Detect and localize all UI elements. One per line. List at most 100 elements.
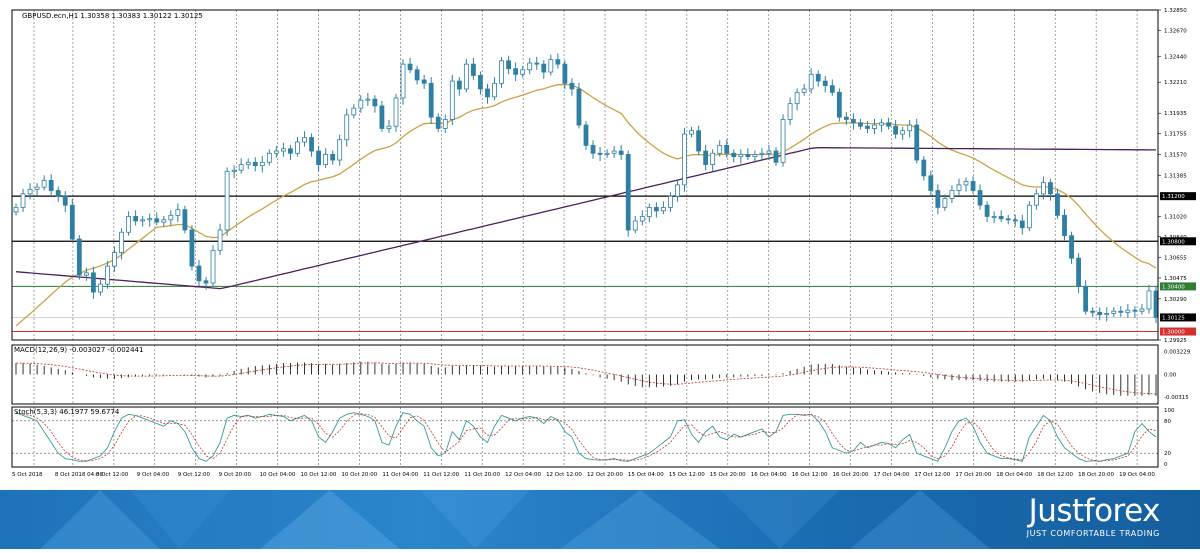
candle-body-down: [1055, 193, 1060, 216]
candle-body-up: [323, 154, 329, 165]
candle-body-down: [1118, 310, 1124, 313]
panel-frames: [11, 9, 1159, 468]
candle-body-down: [745, 154, 751, 158]
candle-body-up: [231, 169, 237, 172]
candle-body-up: [907, 124, 913, 132]
candle-body-down: [534, 62, 540, 65]
candle-body-down: [590, 144, 596, 154]
candle-body-up: [879, 122, 884, 126]
candle-body-up: [548, 59, 554, 73]
candle-body-down: [379, 105, 385, 129]
candle-body-down: [48, 179, 54, 191]
candle-body-up: [266, 152, 272, 163]
candle-body-down: [541, 63, 547, 73]
candle-body-up: [386, 125, 392, 129]
candle-body-down: [154, 218, 160, 223]
candle-body-up: [175, 209, 181, 216]
candle-body-up: [302, 137, 307, 143]
candle-body-up: [344, 114, 350, 141]
candle-body-up: [801, 88, 807, 93]
candle-body-up: [766, 150, 772, 154]
footer-banner: Justforex JUST COMFORTABLE TRADING: [0, 490, 1200, 549]
candle-body-down: [1097, 311, 1103, 316]
candle-body-up: [27, 188, 33, 195]
candle-body-down: [1048, 182, 1053, 195]
candle-body-up: [105, 265, 110, 285]
candle-body-up: [365, 98, 371, 101]
candle-body-down: [428, 82, 434, 118]
y-tick-label: 1.32440: [1164, 54, 1187, 60]
candle-body-down: [407, 63, 413, 71]
candle-body-up: [210, 249, 216, 284]
x-tick-label: 16 Oct 04:00: [751, 472, 787, 478]
candle-body-up: [738, 154, 744, 158]
candle-body-up: [682, 133, 687, 186]
candle-body-down: [62, 195, 68, 206]
candle-body-up: [41, 179, 47, 188]
candle-body-up: [351, 107, 357, 116]
y-tick-label: 1.29925: [1164, 338, 1187, 344]
x-tick-label: 16 Oct 12:00: [792, 472, 828, 478]
price-level-label: 1.30400: [1162, 284, 1185, 290]
macd-y-tick-label: -0.00315: [1164, 395, 1189, 401]
candle-body-down: [189, 229, 195, 267]
candle-body-up: [34, 186, 40, 190]
candle-body-down: [252, 161, 258, 167]
x-tick-label: 11 Oct 12:00: [423, 472, 459, 478]
x-tick-label: 12 Oct 04:00: [505, 472, 541, 478]
candle-body-up: [1104, 313, 1110, 316]
candle-body-up: [991, 216, 997, 218]
candle-body-down: [196, 265, 202, 282]
candle-body-up: [689, 130, 694, 135]
y-tick-label: 1.32210: [1164, 80, 1187, 86]
candle-body-down: [414, 69, 420, 81]
x-tick-label: 17 Oct 04:00: [874, 472, 910, 478]
candle-body-down: [330, 154, 336, 161]
candle-body-up: [520, 69, 526, 75]
candle-body-up: [1111, 310, 1117, 314]
candle-body-up: [717, 144, 723, 154]
macd-y-tick-label: 0.00: [1164, 373, 1177, 379]
candle-body-up: [668, 195, 673, 208]
stoch-y-tick-label: 20: [1164, 451, 1171, 457]
candle-body-down: [1132, 309, 1138, 312]
candle-body-down: [977, 190, 983, 206]
candle-body-up: [1139, 308, 1145, 312]
candle-body-down: [1012, 219, 1018, 222]
candle-body-down: [893, 125, 899, 135]
y-tick-label: 1.32850: [1164, 8, 1187, 14]
candle-body-down: [1062, 214, 1067, 237]
macd-y-tick-label: 0.003229: [1164, 350, 1191, 356]
candle-body-down: [1083, 286, 1089, 312]
candle-body-up: [393, 97, 399, 127]
brand-logo: Justforex JUST COMFORTABLE TRADING: [1027, 493, 1161, 540]
candle-body-down: [203, 280, 209, 284]
candle-body-up: [794, 91, 800, 105]
x-tick-label: 12 Oct 12:00: [546, 472, 582, 478]
candle-body-up: [604, 152, 610, 155]
x-tick-label: 10 Oct 20:00: [341, 472, 377, 478]
y-tick-label: 1.32670: [1164, 28, 1187, 34]
candle-body-up: [1125, 309, 1131, 313]
candle-body-up: [358, 99, 364, 109]
candle-body-up: [168, 214, 174, 221]
candle-body-up: [499, 60, 504, 84]
candle-body-down: [506, 60, 511, 70]
stochastic-panel: [12, 412, 1158, 462]
brand-name: Justforex: [1028, 493, 1161, 529]
candle-body-down: [1019, 220, 1025, 229]
candle-body-up: [632, 220, 638, 231]
price-level-label: 1.30000: [1162, 330, 1185, 336]
x-tick-label: 19 Oct 04:00: [1119, 472, 1155, 478]
candle-body-down: [731, 152, 737, 158]
candle-body-down: [316, 150, 321, 165]
stoch-signal-line: [15, 412, 1157, 462]
candle-body-up: [759, 152, 765, 155]
candle-body-down: [822, 80, 828, 86]
candle-body-down: [372, 98, 378, 107]
candle-body-up: [259, 161, 265, 167]
x-tick-label: 9 Oct 12:00: [178, 472, 211, 478]
candle-body-down: [555, 59, 561, 65]
x-tick-label: 15 Oct 04:00: [628, 472, 664, 478]
